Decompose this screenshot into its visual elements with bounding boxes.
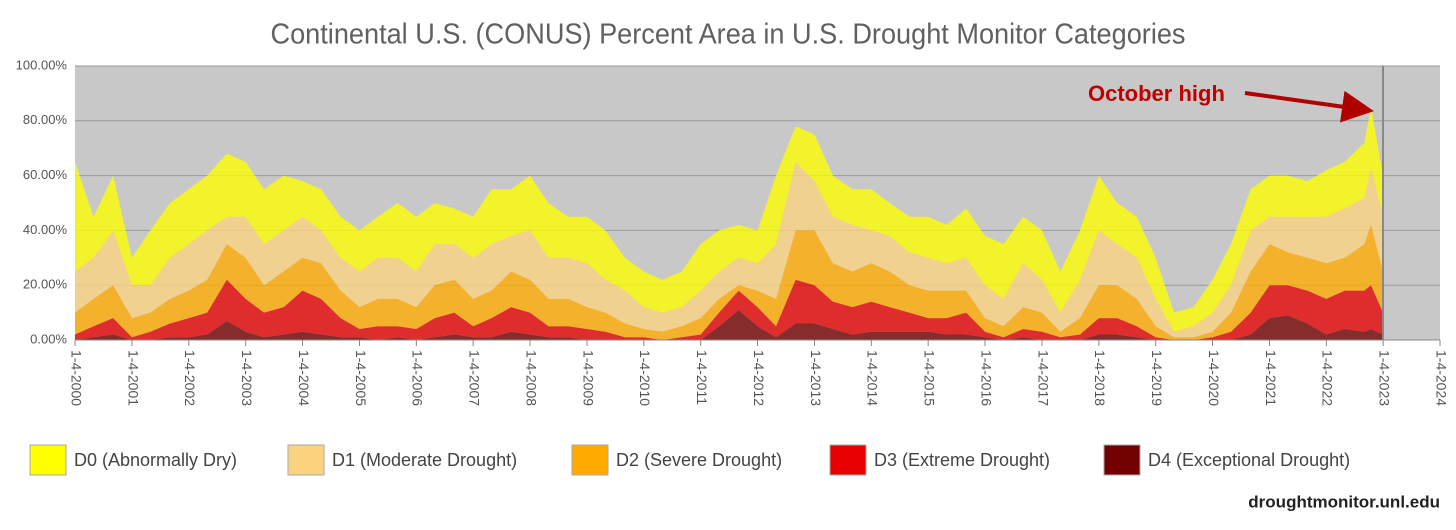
annotation: October high: [1088, 81, 1225, 106]
x-tick-label: 1-4-2021: [1263, 350, 1279, 406]
x-tick-label: 1-4-2022: [1320, 350, 1336, 406]
annotation-arrow: [1244, 90, 1374, 123]
x-tick-label: 1-4-2010: [637, 350, 653, 406]
legend-swatch: [829, 444, 867, 476]
x-tick-label: 1-4-2008: [523, 350, 539, 406]
legend-label: D4 (Exceptional Drought): [1148, 450, 1350, 470]
x-tick-label: 1-4-2014: [865, 350, 881, 406]
y-tick-label: 20.00%: [23, 277, 68, 292]
x-tick-label: 1-4-2001: [125, 350, 141, 406]
x-tick-label: 1-4-2013: [808, 350, 824, 406]
area: [75, 161, 1384, 338]
y-tick-label: 0.00%: [30, 331, 67, 346]
x-tick-label: 1-4-2009: [580, 350, 596, 406]
y-tick-label: 60.00%: [23, 167, 68, 182]
legend-label: D3 (Extreme Drought): [874, 450, 1050, 470]
x-tick-label: 1-4-2018: [1092, 350, 1108, 406]
x-tick-label: 1-4-2020: [1206, 350, 1222, 406]
y-tick-label: 40.00%: [23, 222, 68, 237]
x-tick-label: 1-4-2002: [182, 350, 198, 406]
x-tick-label: 1-4-2000: [68, 350, 84, 406]
y-tick-label: 80.00%: [23, 112, 68, 127]
legend-swatch: [571, 444, 609, 476]
x-tick-label: 1-4-2003: [239, 350, 255, 406]
area: [75, 224, 1384, 340]
x-tick-label: 1-4-2011: [694, 350, 710, 405]
x-tick-label: 1-4-2004: [296, 350, 312, 406]
area: [75, 279, 1384, 340]
x-tick-label: 1-4-2007: [466, 350, 482, 406]
x-tick-label: 1-4-2012: [751, 350, 767, 406]
legend-swatch: [29, 444, 67, 476]
x-tick-label: 1-4-2015: [921, 350, 937, 406]
legend-label: D2 (Severe Drought): [616, 450, 782, 470]
legend-label: D1 (Moderate Drought): [332, 450, 517, 470]
x-tick-label: 1-4-2024: [1433, 350, 1449, 406]
legend-swatch: [1103, 444, 1141, 476]
x-tick-label: 1-4-2005: [353, 350, 369, 406]
chart-title: Continental U.S. (CONUS) Percent Area in…: [271, 19, 1186, 51]
source: droughtmonitor.unl.edu: [1248, 492, 1440, 511]
x-tick-label: 1-4-2023: [1376, 350, 1392, 406]
x-tick-label: 1-4-2017: [1035, 350, 1051, 406]
area: [75, 309, 1384, 340]
x-tick-label: 1-4-2016: [978, 350, 994, 406]
legend-label: D0 (Abnormally Dry): [74, 450, 237, 470]
y-tick-label: 100.00%: [16, 57, 68, 72]
x-tick-label: 1-4-2006: [410, 350, 426, 406]
x-tick-label: 1-4-2019: [1149, 350, 1165, 406]
area: [75, 107, 1384, 332]
legend-swatch: [287, 444, 325, 476]
